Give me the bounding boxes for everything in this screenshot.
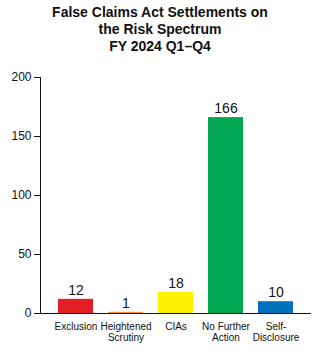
svg-text:100: 100 xyxy=(11,188,31,202)
svg-text:150: 150 xyxy=(11,129,31,143)
svg-text:166: 166 xyxy=(214,100,238,116)
svg-text:HeightenedScrutiny: HeightenedScrutiny xyxy=(100,321,151,343)
svg-text:18: 18 xyxy=(168,275,184,291)
svg-text:CIAs: CIAs xyxy=(165,321,187,332)
svg-text:Self-Disclosure: Self-Disclosure xyxy=(253,321,300,343)
svg-text:0: 0 xyxy=(25,306,32,320)
svg-text:50: 50 xyxy=(18,247,32,261)
html-text:False Claims Act Settlements o: False Claims Act Settlements on the Risk… xyxy=(52,4,268,37)
svg-text:12: 12 xyxy=(68,282,84,298)
html-text:FY 2024 Q1–Q4: FY 2024 Q1–Q4 xyxy=(109,38,211,54)
svg-text:10: 10 xyxy=(268,284,284,300)
svg-text:1: 1 xyxy=(122,295,130,311)
svg-text:Exclusion: Exclusion xyxy=(55,321,98,332)
svg-text:200: 200 xyxy=(11,70,31,84)
svg-text:No FurtherAction: No FurtherAction xyxy=(202,321,250,343)
